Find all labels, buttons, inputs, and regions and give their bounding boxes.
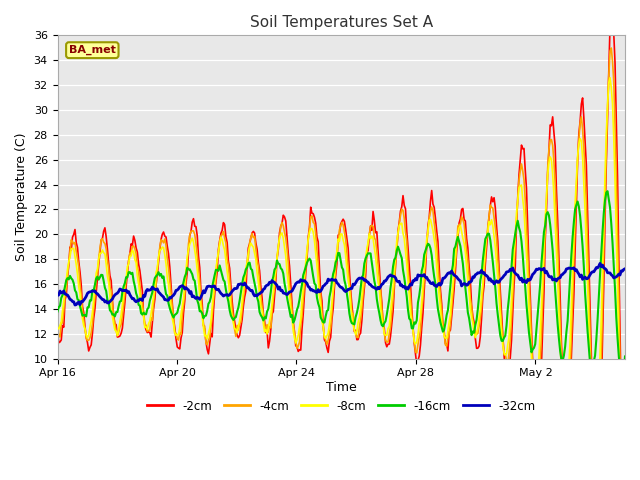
-32cm [71, 302, 79, 308]
-8cm [303, 247, 311, 253]
-32cm [534, 267, 541, 273]
-32cm [343, 288, 351, 294]
-32cm [305, 284, 312, 289]
-2cm [561, 422, 569, 428]
-32cm [54, 293, 61, 299]
-16cm [561, 344, 569, 349]
-4cm [607, 45, 615, 51]
Line: -16cm: -16cm [58, 191, 625, 379]
-8cm [561, 402, 569, 408]
Text: BA_met: BA_met [69, 45, 116, 55]
-8cm [54, 325, 61, 331]
-4cm [532, 402, 540, 408]
-16cm [332, 259, 339, 265]
-2cm [342, 227, 349, 232]
-8cm [532, 384, 540, 390]
-2cm [532, 415, 540, 421]
-4cm [332, 267, 339, 273]
-8cm [332, 256, 339, 262]
Line: -2cm: -2cm [58, 12, 625, 480]
Y-axis label: Soil Temperature (C): Soil Temperature (C) [15, 132, 28, 261]
-32cm [333, 280, 340, 286]
-4cm [303, 252, 311, 258]
-16cm [621, 354, 629, 360]
Title: Soil Temperatures Set A: Soil Temperatures Set A [250, 15, 433, 30]
-2cm [54, 329, 61, 335]
-4cm [561, 412, 569, 418]
-32cm [596, 261, 604, 266]
-16cm [619, 376, 627, 382]
-2cm [332, 273, 339, 278]
-4cm [54, 332, 61, 337]
-16cm [342, 282, 349, 288]
-16cm [532, 326, 540, 332]
X-axis label: Time: Time [326, 381, 356, 394]
-16cm [303, 260, 311, 265]
-16cm [54, 309, 61, 314]
Line: -32cm: -32cm [58, 264, 625, 305]
-32cm [621, 266, 629, 272]
-2cm [303, 257, 311, 263]
-32cm [353, 278, 361, 284]
-8cm [342, 252, 349, 258]
-2cm [609, 9, 616, 14]
Line: -8cm: -8cm [58, 78, 625, 480]
-16cm [352, 314, 360, 320]
-16cm [604, 188, 611, 194]
Legend: -2cm, -4cm, -8cm, -16cm, -32cm: -2cm, -4cm, -8cm, -16cm, -32cm [143, 395, 540, 417]
-8cm [606, 75, 614, 81]
-4cm [352, 329, 360, 335]
-8cm [352, 332, 360, 337]
-4cm [342, 236, 349, 242]
Line: -4cm: -4cm [58, 48, 625, 480]
-2cm [352, 327, 360, 333]
-32cm [563, 266, 570, 272]
